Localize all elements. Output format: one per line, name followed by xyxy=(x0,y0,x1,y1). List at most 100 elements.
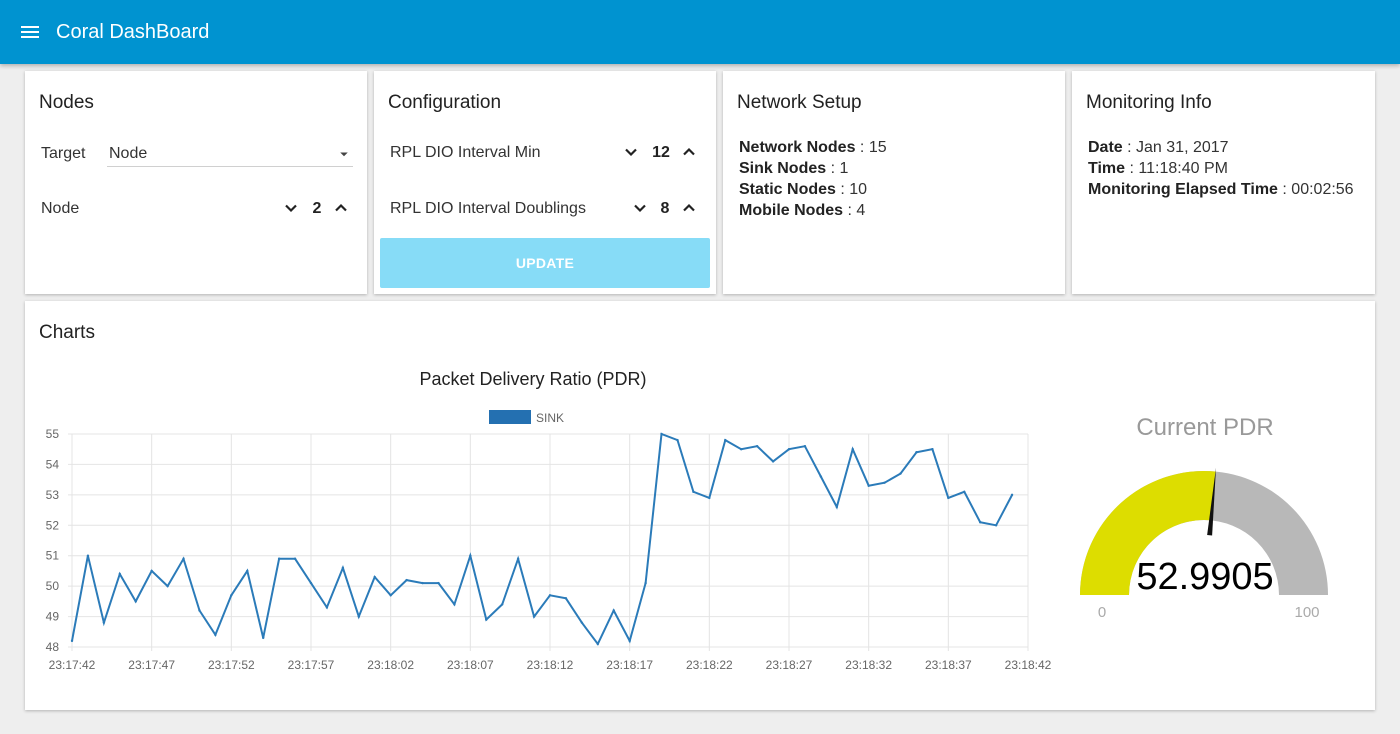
configuration-card: Configuration RPL DIO Interval Min 12 RP… xyxy=(374,71,716,294)
app-bar: Coral DashBoard xyxy=(0,0,1400,64)
monitoring-info-card-title: Monitoring Info xyxy=(1086,92,1212,113)
data-point xyxy=(740,448,743,451)
x-tick-label: 23:18:37 xyxy=(925,658,972,672)
current-pdr-gauge xyxy=(1080,467,1328,595)
y-tick-label: 55 xyxy=(46,427,60,441)
node-increment-chevron-up-icon[interactable] xyxy=(331,198,351,218)
data-point xyxy=(676,438,679,442)
data-point xyxy=(86,554,90,557)
data-point xyxy=(293,557,297,560)
data-point xyxy=(246,569,249,573)
data-point xyxy=(628,639,631,643)
update-button[interactable]: UPDATE xyxy=(380,238,710,288)
y-tick-label: 49 xyxy=(46,610,60,624)
monitoring-info-list: Date : Jan 31, 2017 Time : 11:18:40 PM M… xyxy=(1088,137,1354,200)
data-point xyxy=(389,594,392,597)
sink-nodes-row: Sink Nodes : 1 xyxy=(739,158,887,179)
time-value: 11:18:40 PM xyxy=(1138,160,1228,177)
dio-doublings-increment-chevron-up-icon[interactable] xyxy=(679,198,699,218)
static-nodes-row: Static Nodes : 10 xyxy=(739,179,887,200)
data-point xyxy=(692,490,695,494)
dio-min-stepper-value: 12 xyxy=(652,144,670,161)
data-point xyxy=(963,490,966,494)
data-point xyxy=(70,639,74,643)
elapsed-time-value: 00:02:56 xyxy=(1291,181,1354,198)
date-sep: : xyxy=(1122,139,1137,156)
data-point xyxy=(405,578,408,582)
y-tick-label: 54 xyxy=(46,457,60,471)
dio-interval-min-label: RPL DIO Interval Min xyxy=(390,144,541,161)
x-tick-label: 23:18:22 xyxy=(686,658,733,672)
network-setup-card-title: Network Setup xyxy=(737,92,862,113)
data-point xyxy=(277,557,281,560)
target-select[interactable]: Node xyxy=(107,143,353,167)
sink-nodes-label: Sink Nodes xyxy=(739,160,827,177)
time-row: Time : 11:18:40 PM xyxy=(1088,158,1354,179)
gauge-needle xyxy=(1207,467,1217,536)
data-point xyxy=(787,448,791,451)
data-point xyxy=(580,621,584,624)
data-point xyxy=(118,572,122,576)
data-point xyxy=(612,609,615,612)
x-tick-label: 23:18:02 xyxy=(367,658,414,672)
target-label: Target xyxy=(41,145,86,162)
time-label: Time xyxy=(1088,160,1126,177)
data-point xyxy=(708,496,711,500)
data-point xyxy=(755,444,759,448)
data-point xyxy=(453,603,456,606)
legend-swatch xyxy=(489,410,531,424)
data-point xyxy=(660,432,663,436)
static-nodes-label: Static Nodes xyxy=(739,181,836,198)
data-point xyxy=(564,597,568,600)
monitoring-info-card: Monitoring Info Date : Jan 31, 2017 Time… xyxy=(1072,71,1375,294)
legend-label: SINK xyxy=(536,411,564,425)
mobile-nodes-row: Mobile Nodes : 4 xyxy=(739,200,887,221)
static-nodes-sep: : xyxy=(835,181,850,198)
time-sep: : xyxy=(1125,160,1139,177)
y-tick-label: 48 xyxy=(46,640,60,654)
mobile-nodes-value: 4 xyxy=(856,202,866,219)
target-select-value: Node xyxy=(109,145,148,162)
network-nodes-row: Network Nodes : 15 xyxy=(739,137,887,158)
data-point xyxy=(182,557,185,560)
data-point xyxy=(516,557,520,560)
data-point xyxy=(596,642,599,646)
data-point xyxy=(548,594,552,597)
menu-icon[interactable] xyxy=(18,20,42,44)
node-label: Node xyxy=(41,200,80,217)
network-nodes-sep: : xyxy=(855,139,869,156)
data-point xyxy=(469,554,472,557)
data-point xyxy=(150,569,153,573)
data-point xyxy=(979,521,982,524)
data-point xyxy=(309,581,313,585)
charts-card: Charts Packet Delivery Ratio (PDR) 48 49 5… xyxy=(25,301,1375,710)
data-point xyxy=(947,496,950,500)
dio-interval-doublings-label: RPL DIO Interval Doublings xyxy=(390,200,586,217)
dio-doublings-decrement-chevron-down-icon[interactable] xyxy=(630,198,650,218)
node-decrement-chevron-down-icon[interactable] xyxy=(281,198,301,218)
network-setup-list: Network Nodes : 15 Sink Nodes : 1 Static… xyxy=(739,137,887,221)
date-label: Date xyxy=(1088,139,1123,156)
x-tick-label: 23:18:12 xyxy=(527,658,574,672)
date-row: Date : Jan 31, 2017 xyxy=(1088,137,1354,158)
sink-series-line xyxy=(71,432,1013,646)
x-tick-label: 23:17:42 xyxy=(49,658,96,672)
x-tick-label: 23:17:52 xyxy=(208,658,255,672)
data-point xyxy=(501,603,504,606)
dio-min-increment-chevron-up-icon[interactable] xyxy=(679,142,699,162)
charts-card-title: Charts xyxy=(39,322,95,343)
dio-min-decrement-chevron-down-icon[interactable] xyxy=(621,142,641,162)
data-point xyxy=(214,633,217,637)
elapsed-time-label: Monitoring Elapsed Time xyxy=(1088,181,1278,198)
data-point xyxy=(771,460,775,463)
chart-title: Packet Delivery Ratio (PDR) xyxy=(419,369,647,389)
data-point xyxy=(899,472,902,475)
data-point xyxy=(262,636,265,640)
x-tick-label: 23:17:57 xyxy=(288,658,335,672)
data-point xyxy=(851,448,854,451)
y-tick-label: 53 xyxy=(46,488,60,502)
data-point xyxy=(341,566,345,570)
x-tick-label: 23:18:07 xyxy=(447,658,494,672)
static-nodes-value: 10 xyxy=(849,181,868,198)
mobile-nodes-label: Mobile Nodes xyxy=(739,202,844,219)
